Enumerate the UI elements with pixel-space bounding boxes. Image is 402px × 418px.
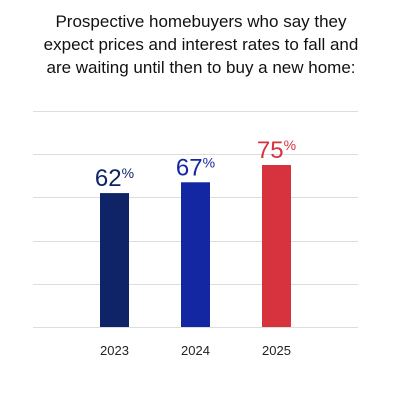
bars <box>100 165 291 327</box>
x-tick-label-2025: 2025 <box>262 343 291 358</box>
chart-title-line-2: expect prices and interest rates to fall… <box>43 35 359 54</box>
value-label-2024: 67% <box>176 154 215 181</box>
chart-title: Prospective homebuyers who say they expe… <box>0 10 402 79</box>
value-labels: 62% 67% 75% <box>95 137 296 192</box>
chart-title-line-3: are waiting until then to buy a new home… <box>46 58 356 77</box>
x-tick-label-2024: 2024 <box>181 343 210 358</box>
bar-2023 <box>100 193 129 327</box>
x-tick-label-2023: 2023 <box>100 343 129 358</box>
value-label-2025: 75% <box>257 137 296 164</box>
bar-2025 <box>262 165 291 327</box>
value-label-2023: 62% <box>95 165 134 192</box>
chart-title-line-1: Prospective homebuyers who say they <box>55 12 347 31</box>
bar-2024 <box>181 182 210 327</box>
x-axis-tick-labels: 2023 2024 2025 <box>100 343 291 358</box>
